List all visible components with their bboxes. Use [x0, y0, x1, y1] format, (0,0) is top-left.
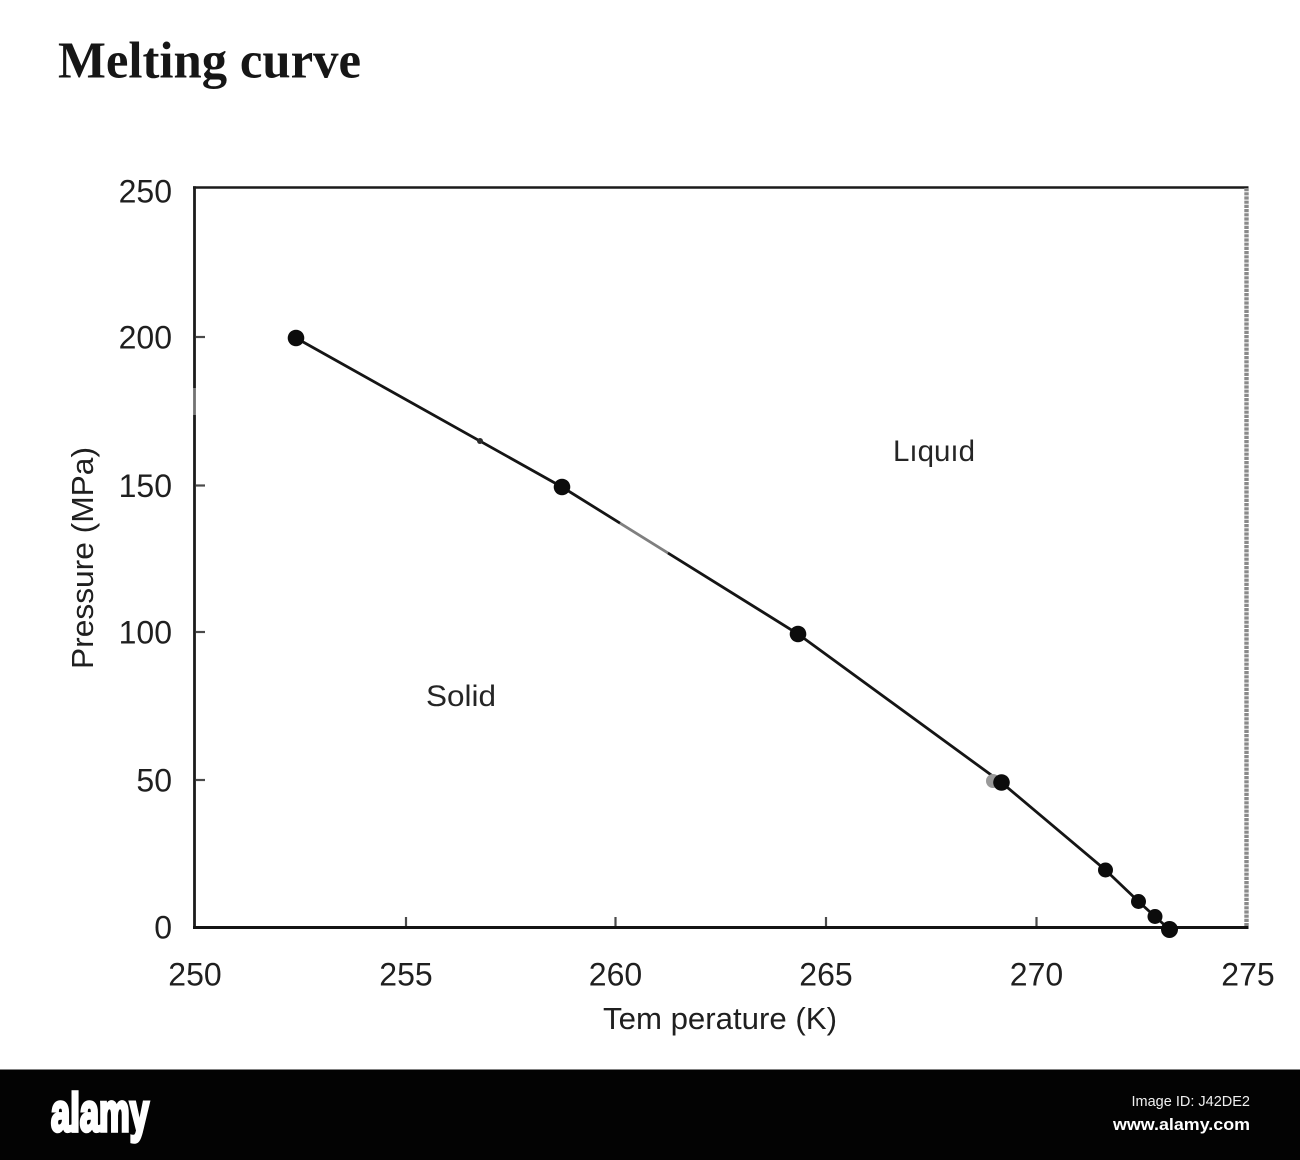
svg-text:0: 0 — [154, 910, 172, 946]
svg-text:255: 255 — [379, 957, 432, 993]
svg-text:50: 50 — [136, 763, 172, 799]
svg-text:Lıquıd: Lıquıd — [893, 435, 975, 468]
svg-text:250: 250 — [168, 957, 221, 993]
svg-text:265: 265 — [799, 957, 852, 993]
svg-text:Pressure (MPa): Pressure (MPa) — [65, 447, 100, 669]
svg-text:alamy: alamy — [51, 1083, 149, 1143]
svg-text:150: 150 — [119, 468, 172, 504]
svg-text:100: 100 — [119, 615, 172, 651]
svg-text:275: 275 — [1221, 957, 1274, 993]
svg-text:Solid: Solid — [426, 680, 496, 713]
svg-text:250: 250 — [119, 174, 172, 210]
svg-text:260: 260 — [589, 957, 642, 993]
svg-text:www.alamy.com: www.alamy.com — [1112, 1115, 1250, 1134]
svg-text:Melting curve: Melting curve — [58, 33, 361, 90]
svg-text:270: 270 — [1010, 957, 1063, 993]
svg-text:Image ID: J42DE2: Image ID: J42DE2 — [1132, 1094, 1250, 1110]
svg-text:Tem perature (K): Tem perature (K) — [603, 1001, 837, 1036]
svg-text:200: 200 — [119, 320, 172, 356]
